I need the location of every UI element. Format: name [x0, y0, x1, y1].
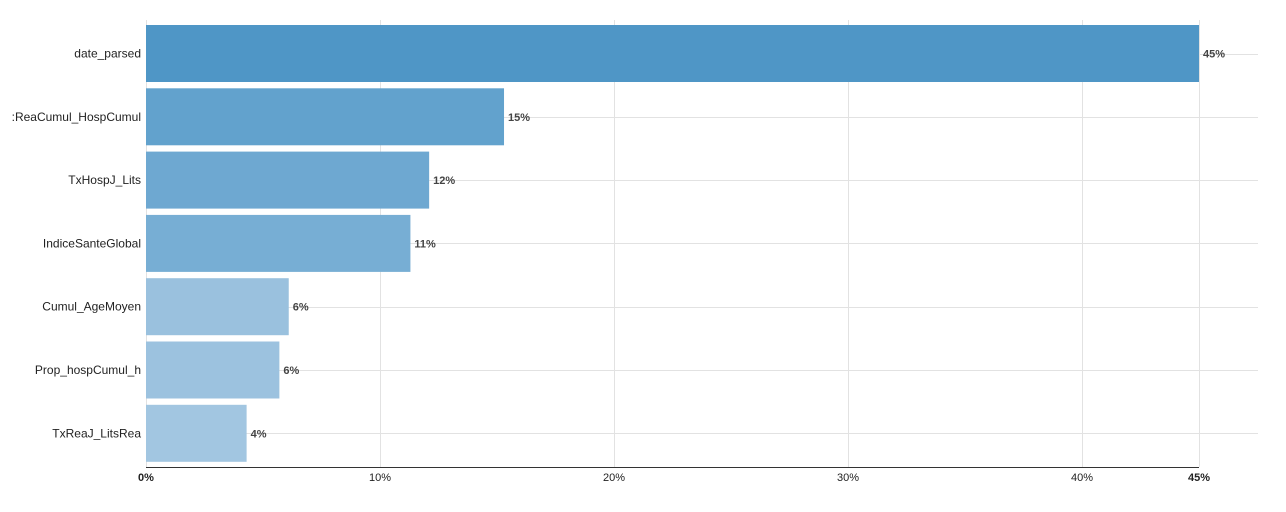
value-label: 45%: [1203, 49, 1225, 61]
category-label: date_parsed: [74, 47, 141, 61]
category-label: TxReaJ_LitsRea: [52, 426, 141, 440]
bar-txreaj-litsrea: [146, 404, 247, 462]
bars: [146, 25, 1199, 462]
category-label: Prop_hospCumul_h: [35, 363, 141, 377]
x-axis: 0% 10% 20% 30% 40% 45%: [138, 467, 1210, 484]
x-tick-label: 40%: [1071, 472, 1093, 484]
value-label: 6%: [293, 302, 309, 314]
x-tick-label: 30%: [837, 472, 859, 484]
value-label: 4%: [251, 428, 267, 440]
x-tick-label: 45%: [1188, 472, 1210, 484]
value-label: 11%: [414, 238, 436, 250]
category-label: Cumul_AgeMoyen: [42, 300, 141, 314]
x-tick-label: 10%: [369, 472, 391, 484]
bar-prop-hospcumul-h: [146, 341, 280, 399]
value-label: 6%: [283, 365, 299, 377]
x-tick-label: 20%: [603, 472, 625, 484]
x-tick-label: 0%: [138, 472, 154, 484]
value-label: 12%: [433, 175, 455, 187]
bar-indicesanteglobal: [146, 214, 411, 272]
labels: date_parsed 45% :ReaCumul_HospCumul 15% TxHo…: [12, 47, 1226, 441]
bar-reacumul-hospcumul: [146, 88, 505, 146]
bar-txhospj-lits: [146, 151, 430, 209]
category-label: :ReaCumul_HospCumul: [12, 110, 141, 124]
category-label: IndiceSanteGlobal: [43, 236, 141, 250]
value-label: 15%: [508, 112, 530, 124]
bar-date-parsed: [146, 25, 1199, 82]
bar-cumul-agemoyen: [146, 278, 289, 336]
category-label: TxHospJ_Lits: [68, 173, 141, 187]
